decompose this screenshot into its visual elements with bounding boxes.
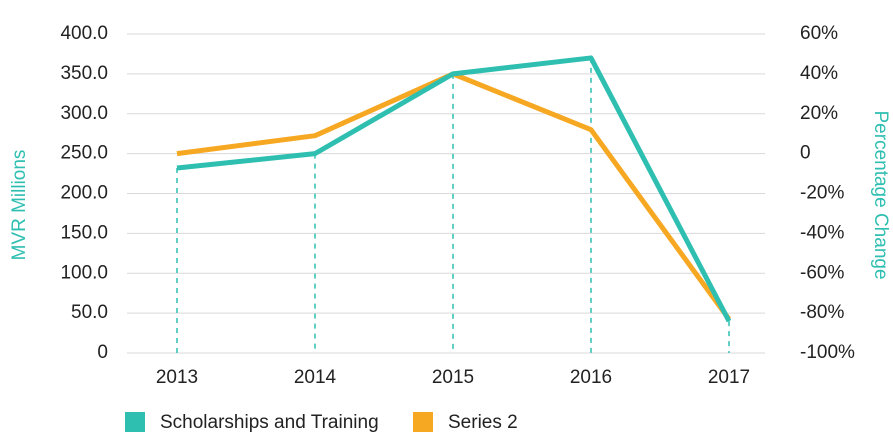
y-tick-label: 50.0 (71, 302, 108, 323)
y2-tick-label: -100% (800, 342, 855, 363)
legend-swatch (413, 412, 433, 432)
x-tick-label: 2015 (432, 367, 474, 388)
y2-axis-label: Percentage Change (870, 110, 891, 279)
y2-tick-label: -40% (800, 222, 844, 243)
y2-tick-label: 0 (800, 143, 811, 164)
y2-tick-label: -60% (800, 262, 844, 283)
y2-tick-label: -20% (800, 183, 844, 204)
y-axis-label: MVR Millions (9, 150, 30, 261)
y2-tick-label: 60% (800, 23, 838, 44)
y-tick-label: 350.0 (60, 63, 108, 84)
y2-tick-label: -80% (800, 302, 844, 323)
y-tick-label: 300.0 (60, 103, 108, 124)
x-tick-label: 2014 (294, 367, 337, 388)
x-tick-label: 2017 (708, 367, 750, 388)
y-tick-label: 150.0 (60, 222, 108, 243)
y2-tick-label: 20% (800, 103, 838, 124)
y-tick-label: 400.0 (60, 23, 108, 44)
y2-tick-label: 40% (800, 63, 838, 84)
y-tick-label: 0 (97, 342, 108, 363)
y-tick-label: 100.0 (60, 262, 108, 283)
y-tick-label: 250.0 (60, 143, 108, 164)
legend-label: Series 2 (448, 412, 518, 433)
y-tick-label: 200.0 (60, 183, 108, 204)
x-tick-label: 2016 (570, 367, 612, 388)
series-line (176, 55, 732, 323)
legend-swatch (125, 412, 145, 432)
x-tick-label: 2013 (156, 367, 198, 388)
legend-label: Scholarships and Training (160, 412, 379, 433)
